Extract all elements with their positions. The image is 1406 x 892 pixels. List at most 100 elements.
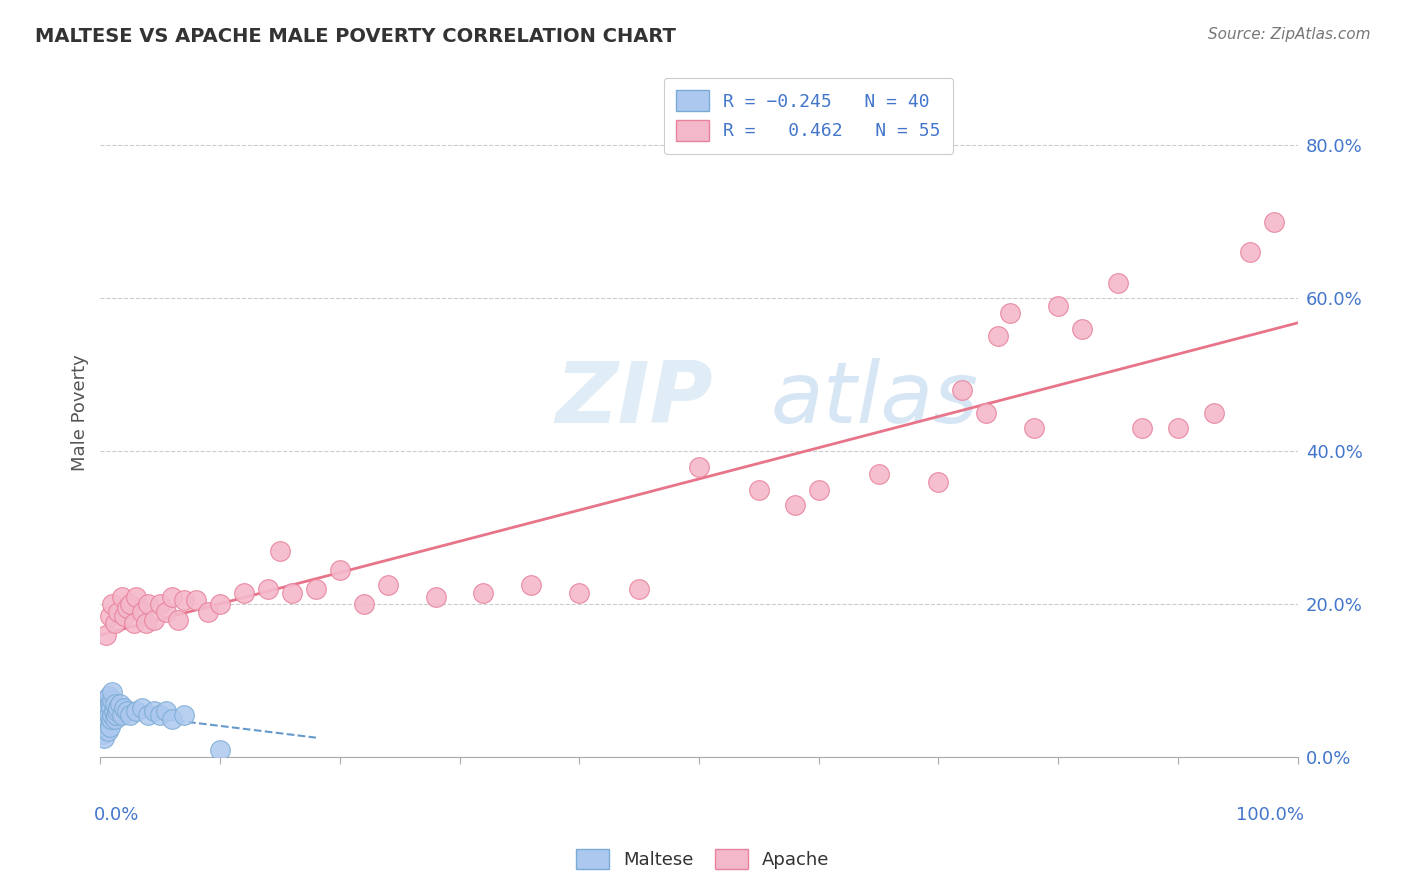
Text: ZIP: ZIP bbox=[555, 358, 713, 441]
Point bbox=[160, 590, 183, 604]
Point bbox=[1130, 421, 1153, 435]
Point bbox=[108, 697, 131, 711]
Point bbox=[98, 608, 121, 623]
Point bbox=[97, 708, 120, 723]
Point bbox=[131, 605, 153, 619]
Point bbox=[101, 597, 124, 611]
Point bbox=[1071, 322, 1094, 336]
Point bbox=[91, 727, 114, 741]
Point bbox=[155, 605, 177, 619]
Point bbox=[868, 467, 890, 482]
Point bbox=[107, 700, 129, 714]
Point bbox=[96, 708, 118, 723]
Text: 100.0%: 100.0% bbox=[1236, 805, 1303, 823]
Point bbox=[329, 563, 352, 577]
Point bbox=[94, 705, 117, 719]
Point bbox=[1202, 406, 1225, 420]
Text: MALTESE VS APACHE MALE POVERTY CORRELATION CHART: MALTESE VS APACHE MALE POVERTY CORRELATI… bbox=[35, 27, 676, 45]
Point bbox=[1047, 299, 1070, 313]
Point bbox=[104, 712, 127, 726]
Point bbox=[100, 700, 122, 714]
Point bbox=[472, 586, 495, 600]
Point bbox=[1167, 421, 1189, 435]
Point bbox=[101, 685, 124, 699]
Point bbox=[149, 708, 172, 723]
Point bbox=[104, 708, 127, 723]
Point bbox=[1107, 276, 1129, 290]
Point bbox=[96, 723, 118, 738]
Point bbox=[103, 705, 125, 719]
Point bbox=[1024, 421, 1046, 435]
Point bbox=[807, 483, 830, 497]
Point bbox=[104, 616, 127, 631]
Point bbox=[233, 586, 256, 600]
Point bbox=[136, 597, 159, 611]
Text: atlas: atlas bbox=[770, 358, 979, 441]
Point bbox=[136, 708, 159, 723]
Point bbox=[115, 601, 138, 615]
Point bbox=[257, 582, 280, 596]
Point bbox=[353, 597, 375, 611]
Legend: Maltese, Apache: Maltese, Apache bbox=[567, 839, 839, 879]
Point bbox=[987, 329, 1010, 343]
Point bbox=[96, 712, 118, 726]
Point bbox=[115, 705, 138, 719]
Point bbox=[952, 383, 974, 397]
Point bbox=[101, 708, 124, 723]
Point bbox=[120, 708, 142, 723]
Point bbox=[377, 578, 399, 592]
Point bbox=[520, 578, 543, 592]
Text: Source: ZipAtlas.com: Source: ZipAtlas.com bbox=[1208, 27, 1371, 42]
Point bbox=[131, 700, 153, 714]
Point bbox=[120, 597, 142, 611]
Point bbox=[96, 700, 118, 714]
Point bbox=[100, 712, 122, 726]
Point bbox=[149, 597, 172, 611]
Point bbox=[94, 693, 117, 707]
Point bbox=[96, 720, 118, 734]
Point bbox=[568, 586, 591, 600]
Point bbox=[269, 543, 291, 558]
Point bbox=[197, 605, 219, 619]
Point bbox=[105, 705, 128, 719]
Point bbox=[125, 705, 148, 719]
Point bbox=[143, 613, 166, 627]
Point bbox=[167, 613, 190, 627]
Point bbox=[1000, 306, 1022, 320]
Point bbox=[628, 582, 651, 596]
Point bbox=[688, 459, 710, 474]
Point bbox=[96, 697, 118, 711]
Legend: R = −0.245   N = 40, R =   0.462   N = 55: R = −0.245 N = 40, R = 0.462 N = 55 bbox=[664, 78, 953, 153]
Point bbox=[184, 593, 207, 607]
Point bbox=[93, 715, 115, 730]
Point bbox=[111, 590, 134, 604]
Point bbox=[783, 498, 806, 512]
Point bbox=[160, 712, 183, 726]
Point bbox=[173, 708, 195, 723]
Point bbox=[112, 608, 135, 623]
Point bbox=[97, 689, 120, 703]
Point bbox=[98, 697, 121, 711]
Point bbox=[125, 590, 148, 604]
Point bbox=[748, 483, 770, 497]
Point bbox=[173, 593, 195, 607]
Point bbox=[155, 705, 177, 719]
Point bbox=[96, 628, 118, 642]
Point bbox=[135, 616, 157, 631]
Point bbox=[1239, 245, 1261, 260]
Y-axis label: Male Poverty: Male Poverty bbox=[72, 355, 89, 471]
Point bbox=[976, 406, 998, 420]
Point bbox=[425, 590, 447, 604]
Point bbox=[122, 616, 145, 631]
Point bbox=[93, 731, 115, 746]
Point bbox=[107, 605, 129, 619]
Point bbox=[112, 700, 135, 714]
Point bbox=[1263, 214, 1285, 228]
Point bbox=[143, 705, 166, 719]
Point bbox=[927, 475, 949, 489]
Point bbox=[104, 697, 127, 711]
Point bbox=[101, 693, 124, 707]
Point bbox=[281, 586, 304, 600]
Point bbox=[305, 582, 328, 596]
Point bbox=[98, 720, 121, 734]
